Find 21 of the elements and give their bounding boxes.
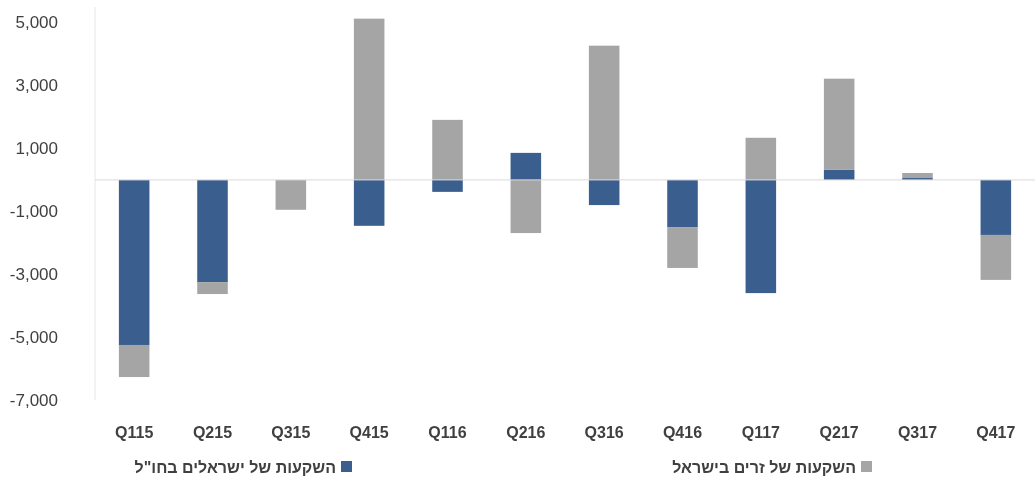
x-tick-label: Q316: [584, 424, 624, 441]
y-tick-label: 1,000: [15, 138, 58, 158]
legend-label: השקעות של ישראלים בחו"ל: [134, 458, 336, 476]
x-tick-label: Q416: [662, 424, 703, 441]
y-tick-label: -3,000: [9, 264, 58, 284]
x-tick-label: Q417: [976, 424, 1016, 441]
x-tick-label: Q116: [428, 424, 467, 441]
x-tick-label: Q415: [349, 424, 389, 441]
y-tick-label: -1,000: [9, 201, 58, 221]
x-tick-label: Q117: [741, 424, 781, 441]
y-tick-label: 3,000: [15, 76, 58, 96]
x-tick-label: Q215: [192, 424, 233, 441]
legend-label: השקעות של זרים בישראל: [672, 458, 856, 476]
x-tick-label: Q315: [271, 424, 311, 441]
y-tick-label: -5,000: [9, 327, 58, 347]
x-tick-label: Q217: [819, 424, 859, 441]
y-tick-label: -7,000: [9, 390, 58, 410]
x-tick-label: Q216: [506, 424, 546, 441]
x-tick-label: Q115: [115, 424, 154, 441]
y-tick-label: 5,000: [15, 13, 58, 33]
x-tick-label: Q317: [897, 424, 938, 441]
